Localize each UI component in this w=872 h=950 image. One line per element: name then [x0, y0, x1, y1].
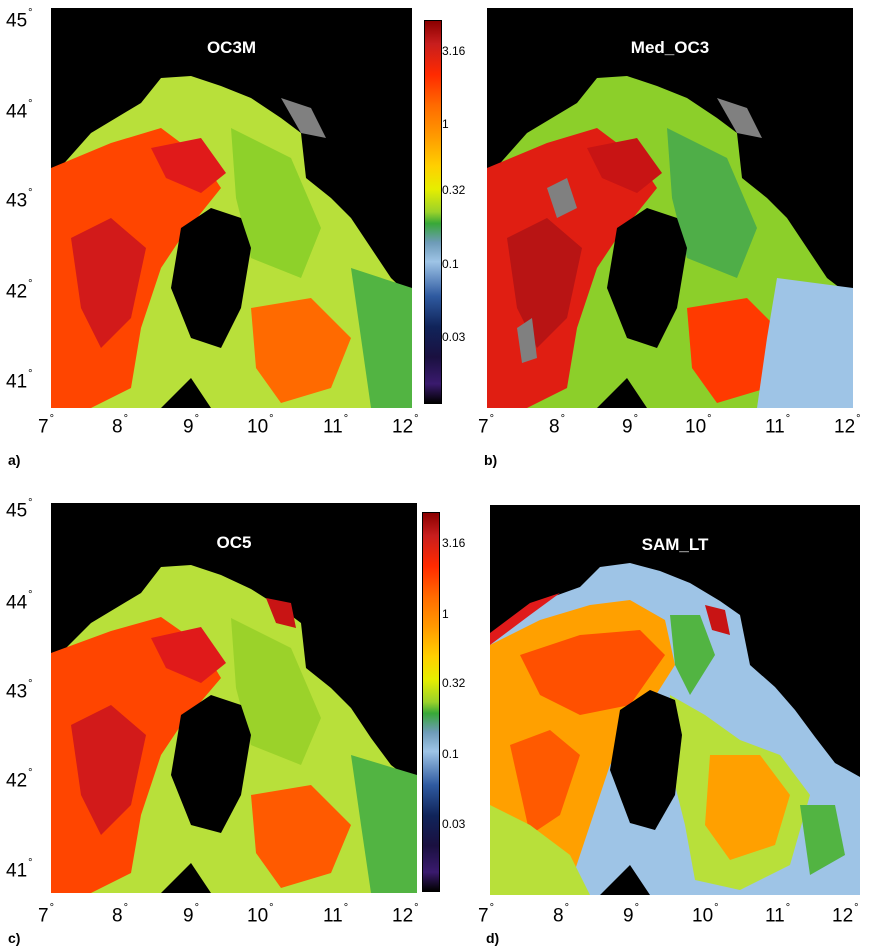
panel-label: b) [484, 452, 498, 468]
colorbar-tick: 0.03 [442, 330, 466, 344]
lon-tick: 7° [38, 902, 54, 927]
lon-tick: 9° [183, 902, 199, 927]
colorbar-tick: 0.1 [442, 747, 459, 761]
colorbar-tick: 0.32 [442, 676, 466, 690]
lat-tick: 41° [6, 368, 33, 393]
lon-tick: 11° [323, 902, 349, 927]
lon-tick: 9° [623, 902, 639, 927]
lat-tick: 43° [6, 678, 33, 703]
map-oc3m: OC3M [51, 8, 412, 408]
panel-label: c) [8, 930, 21, 946]
lon-tick: 12° [392, 413, 419, 438]
colorbar-tick: 0.32 [442, 183, 466, 197]
lat-tick: 42° [6, 767, 33, 792]
lon-tick: 10° [692, 902, 719, 927]
lon-tick: 8° [549, 413, 565, 438]
lon-tick: 11° [765, 413, 791, 438]
map-title: OC3M [206, 38, 257, 57]
lon-tick: 10° [685, 413, 712, 438]
lon-tick: 8° [553, 902, 569, 927]
lat-tick: 42° [6, 278, 33, 303]
sea-chlorophyll-field [51, 565, 417, 893]
lon-tick: 12° [392, 902, 419, 927]
lon-tick: 9° [183, 413, 199, 438]
lat-tick: 43° [6, 187, 33, 212]
colorbar-tick: 0.03 [442, 817, 466, 831]
colorbar-tick: 3.16 [442, 44, 466, 58]
panel-label: d) [486, 930, 500, 946]
map-title: OC5 [216, 533, 252, 552]
lon-tick: 7° [478, 413, 494, 438]
map-sam-lt: SAM_LT [490, 505, 860, 895]
colorbar-tick: 3.16 [442, 536, 466, 550]
colorbar-tick: 1 [442, 117, 449, 131]
lon-tick: 10° [247, 413, 274, 438]
map-med-oc3: Med_OC3 [487, 8, 853, 408]
sea-chlorophyll-field [490, 563, 860, 895]
map-title: SAM_LT [641, 535, 709, 554]
lon-tick: 10° [247, 902, 274, 927]
lat-tick: 44° [6, 98, 33, 123]
sea-chlorophyll-field [487, 76, 853, 408]
lon-tick: 7° [38, 413, 54, 438]
lat-tick: 45° [6, 497, 33, 522]
sea-chlorophyll-field [51, 76, 412, 408]
lon-tick: 9° [622, 413, 638, 438]
colorbar [422, 512, 440, 892]
lon-tick: 11° [765, 902, 791, 927]
lon-tick: 11° [323, 413, 349, 438]
lon-tick: 12° [834, 413, 861, 438]
map-oc5: OC5 [51, 503, 417, 893]
colorbar [424, 20, 442, 404]
lat-tick: 44° [6, 589, 33, 614]
lat-tick: 41° [6, 857, 33, 882]
lon-tick: 8° [112, 413, 128, 438]
lon-tick: 8° [112, 902, 128, 927]
colorbar-tick: 1 [442, 607, 449, 621]
colorbar-tick: 0.1 [442, 257, 459, 271]
lon-tick: 12° [832, 902, 859, 927]
map-title: Med_OC3 [630, 38, 710, 57]
panel-label: a) [8, 452, 21, 468]
lon-tick: 7° [478, 902, 494, 927]
lat-tick: 45° [6, 7, 33, 32]
